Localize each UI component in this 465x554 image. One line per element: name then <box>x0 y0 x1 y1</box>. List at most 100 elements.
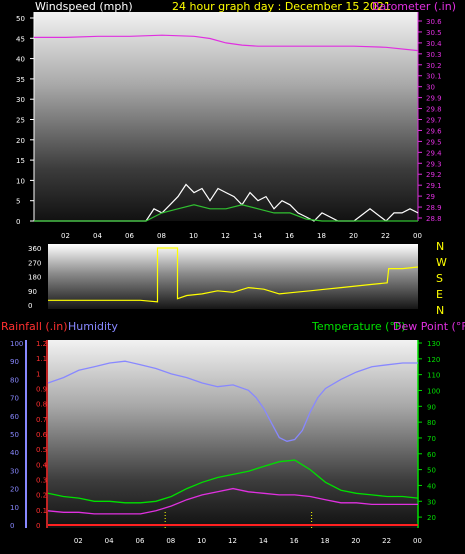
windspeed-tick-label: 5 <box>16 198 20 206</box>
time-tick-label: 04 <box>105 537 114 545</box>
temperature-tick-label: 30 <box>427 498 436 506</box>
time-tick-label: 16 <box>290 537 299 545</box>
wind-series-line <box>34 183 419 222</box>
temperature-tick-label: 60 <box>427 451 436 459</box>
wind-avg-series-line <box>34 204 418 222</box>
rainfall-tick-label: 0.8 <box>36 401 47 409</box>
barometer-tick-label: 29.5 <box>426 138 442 146</box>
rainfall-tick-label: 0.7 <box>36 416 47 424</box>
wind-panel-background <box>34 12 418 221</box>
time-tick-label: 00 <box>413 232 422 240</box>
temperature-tick-label: 120 <box>427 356 440 364</box>
rainfall-tick-label: 1.2 <box>36 340 47 348</box>
temperature-panel-background <box>48 340 418 528</box>
time-tick-label: 16 <box>285 232 294 240</box>
humidity-tick-label: 70 <box>10 395 19 403</box>
time-tick-label: 10 <box>197 537 206 545</box>
humidity-tick-label: 40 <box>10 449 19 457</box>
barometer-tick-label: 29.6 <box>426 127 442 135</box>
temperature-tick-label: 130 <box>427 340 440 348</box>
windspeed-tick-label: 30 <box>16 96 25 104</box>
direction-tick-label: 90 <box>28 288 37 296</box>
rainfall-tick-label: 0.1 <box>36 507 47 515</box>
barometer-tick-label: 30 <box>426 84 435 92</box>
barometer-tick-label: 29.2 <box>426 171 442 179</box>
time-tick-label: 02 <box>61 232 70 240</box>
barometer-tick-label: 28.8 <box>426 215 442 223</box>
temperature-tick-label: 80 <box>427 419 436 427</box>
rainfall-tick-label: 0.6 <box>36 431 48 439</box>
temperature-tick-label: 70 <box>427 435 436 443</box>
windspeed-tick-label: 35 <box>16 76 25 84</box>
humidity-tick-label: 20 <box>10 486 19 494</box>
time-tick-label: 06 <box>136 537 145 545</box>
windspeed-tick-label: 10 <box>16 177 25 185</box>
time-tick-label: 20 <box>351 537 360 545</box>
barometer-series-line <box>34 34 419 52</box>
time-tick-label: 14 <box>259 537 268 545</box>
direction-tick-label: 360 <box>28 245 41 253</box>
time-tick-label: 12 <box>228 537 237 545</box>
barometer-tick-label: 30.4 <box>426 40 442 48</box>
windspeed-tick-label: 50 <box>16 15 25 23</box>
direction-tick-label: 180 <box>28 274 41 282</box>
windspeed-axis-title: Windspeed (mph) <box>35 0 133 13</box>
windspeed-tick-label: 15 <box>16 157 25 165</box>
time-tick-label: 08 <box>157 232 166 240</box>
time-tick-label: 20 <box>349 232 358 240</box>
chart-title: 24 hour graph day : December 15 2021 <box>172 0 391 13</box>
time-tick-label: 08 <box>166 537 175 545</box>
barometer-tick-label: 30.5 <box>426 29 442 37</box>
temperature-tick-label: 50 <box>427 467 436 475</box>
rainfall-tick-label: 1 <box>36 370 40 378</box>
time-tick-label: 04 <box>93 232 102 240</box>
barometer-tick-label: 29.1 <box>426 182 442 190</box>
time-tick-label: 12 <box>221 232 230 240</box>
barometer-tick-label: 28.9 <box>426 204 442 212</box>
humidity-tick-label: 0 <box>10 522 14 530</box>
humidity-tick-label: 100 <box>10 340 23 348</box>
humidity-tick-label: 80 <box>10 376 19 384</box>
dew-point-series-line <box>47 487 418 515</box>
compass-label: S <box>436 272 443 285</box>
humidity-axis-title: Humidity <box>68 320 118 333</box>
rainfall-tick-label: 0.9 <box>36 386 47 394</box>
time-tick-label: 02 <box>74 537 83 545</box>
barometer-tick-label: 29.3 <box>426 160 442 168</box>
temperature-tick-label: 90 <box>427 403 436 411</box>
barometer-tick-label: 30.3 <box>426 51 442 59</box>
time-tick-label: 10 <box>189 232 198 240</box>
windspeed-tick-label: 25 <box>16 117 25 125</box>
rainfall-tick-label: 0 <box>36 522 40 530</box>
barometer-tick-label: 29.4 <box>426 149 442 157</box>
time-tick-label: 18 <box>317 232 326 240</box>
rainfall-axis-title: Rainfall (.in) <box>1 320 68 333</box>
direction-tick-label: 0 <box>28 302 32 310</box>
temperature-tick-label: 40 <box>427 482 436 490</box>
compass-label: E <box>436 288 443 301</box>
time-tick-label: 14 <box>253 232 262 240</box>
windspeed-tick-label: 20 <box>16 137 25 145</box>
rainfall-tick-label: 0.5 <box>36 446 47 454</box>
time-tick-label: 22 <box>382 537 391 545</box>
rainfall-tick-label: 0.3 <box>36 477 47 485</box>
windspeed-tick-label: 0 <box>16 218 20 226</box>
direction-tick-label: 270 <box>28 259 41 267</box>
temperature-axis-title: Temperature (°F) <box>311 320 406 333</box>
barometer-tick-label: 30.6 <box>426 18 442 26</box>
humidity-tick-label: 50 <box>10 431 19 439</box>
humidity-tick-label: 30 <box>10 467 19 475</box>
windspeed-tick-label: 45 <box>16 35 25 43</box>
barometer-tick-label: 29.7 <box>426 117 442 125</box>
barometer-tick-label: 29 <box>426 193 435 201</box>
direction-series-line <box>48 247 419 303</box>
humidity-tick-label: 10 <box>10 504 19 512</box>
time-tick-label: 18 <box>321 537 330 545</box>
humidity-tick-label: 90 <box>10 358 19 366</box>
rainfall-tick-label: 1.1 <box>36 355 47 363</box>
compass-label: N <box>436 304 444 317</box>
rainfall-tick-label: 0.2 <box>36 492 47 500</box>
windspeed-tick-label: 40 <box>16 56 25 64</box>
barometer-tick-label: 30.2 <box>426 62 442 70</box>
